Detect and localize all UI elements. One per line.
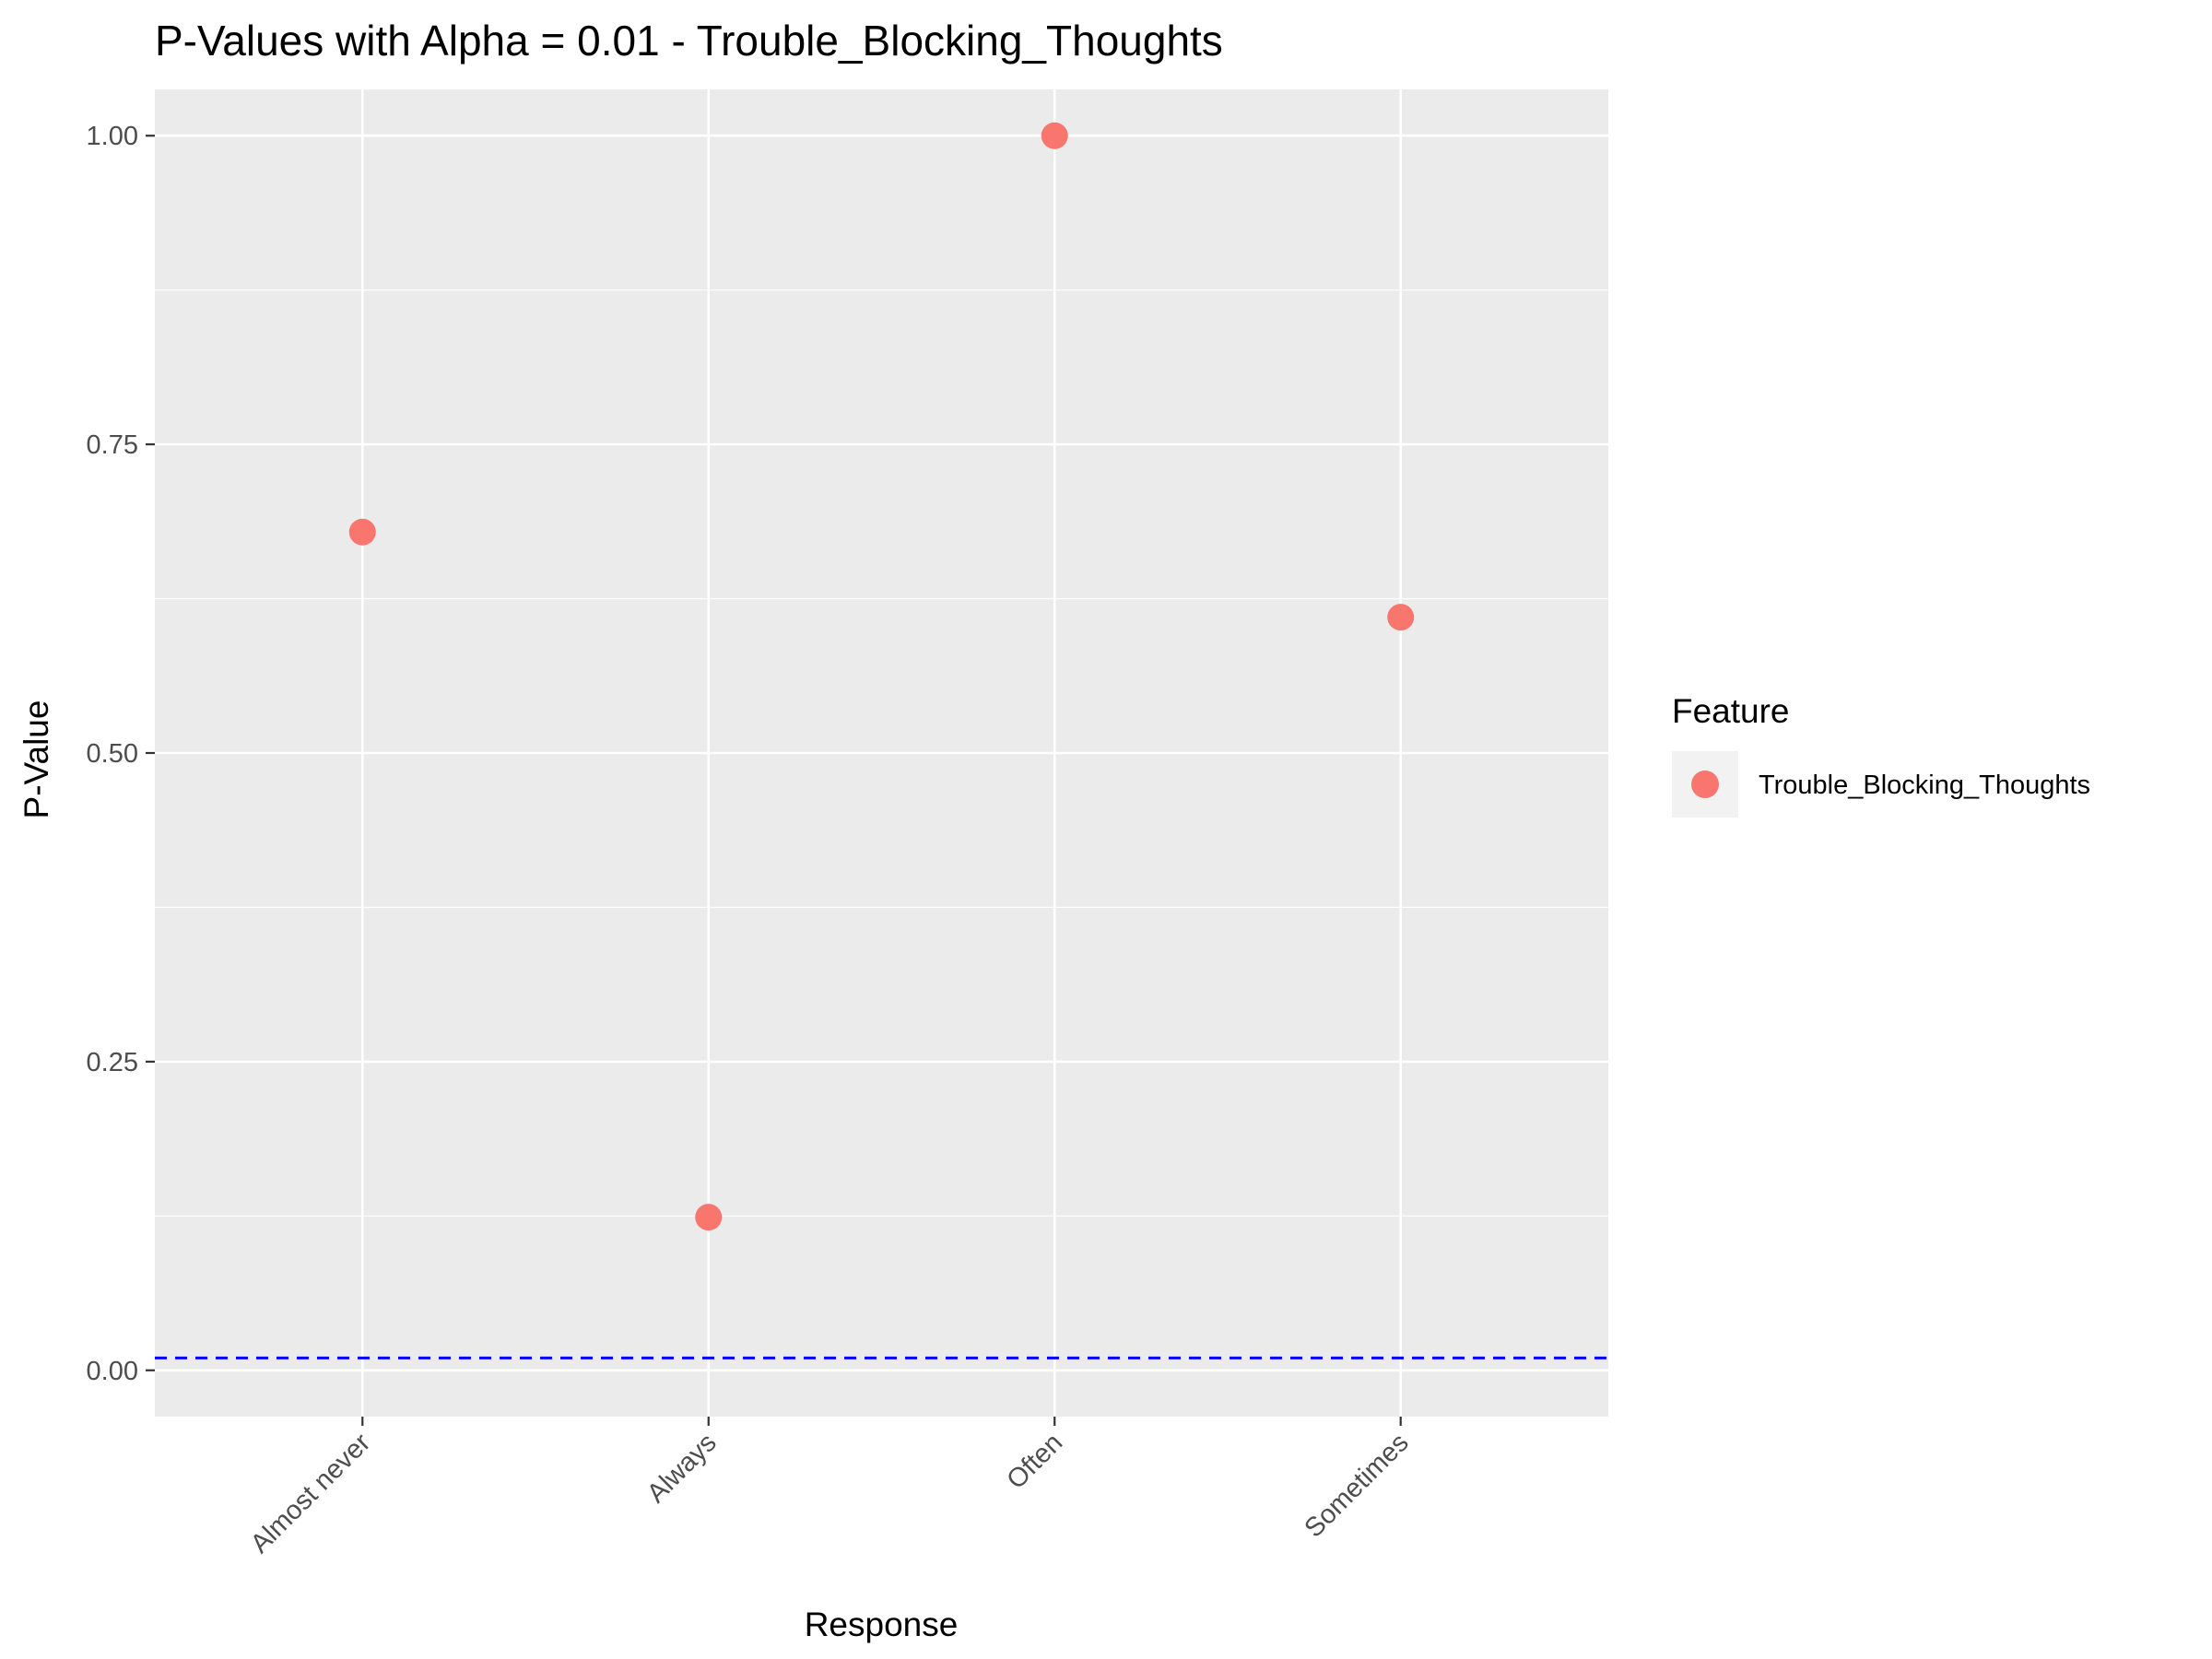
y-tick-label: 0.50 (87, 739, 138, 769)
y-tick-label: 0.25 (87, 1048, 138, 1077)
x-tick-label: Always (641, 1428, 723, 1509)
x-tick-label: Almost never (245, 1428, 377, 1559)
data-point (1387, 604, 1415, 631)
grid-lines (155, 89, 1608, 1417)
x-tick-label: Sometimes (1299, 1428, 1414, 1543)
legend-label: Trouble_Blocking_Thoughts (1759, 771, 2090, 800)
data-point (695, 1204, 723, 1231)
legend-point (1691, 771, 1719, 798)
chart-title: P-Values with Alpha = 0.01 - Trouble_Blo… (155, 17, 1223, 65)
y-tick-label: 0.75 (87, 430, 138, 460)
y-tick-label: 1.00 (87, 122, 138, 151)
data-point (1041, 122, 1068, 149)
data-point (348, 518, 376, 546)
y-tick-label: 0.00 (87, 1357, 138, 1386)
data-points (348, 122, 1415, 1231)
legend-title: Feature (1672, 692, 1790, 730)
x-axis-title: Response (805, 1606, 959, 1643)
y-axis-title: P-Value (18, 700, 55, 819)
x-tick-label: Often (1001, 1428, 1068, 1495)
legend: Feature Trouble_Blocking_Thoughts (1672, 692, 2090, 818)
